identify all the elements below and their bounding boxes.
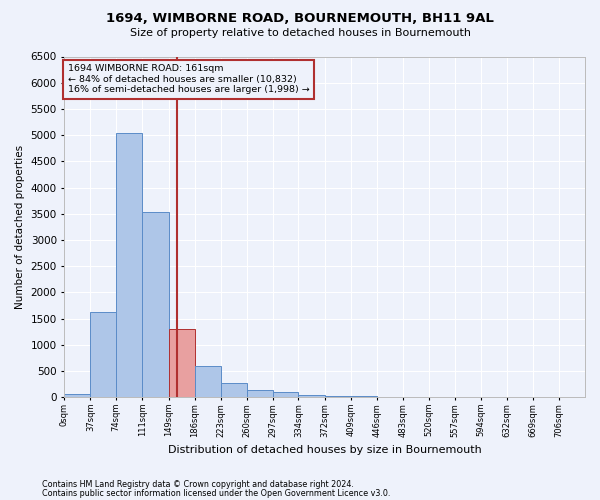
Bar (272, 392, 298, 397)
X-axis label: Distribution of detached houses by size in Bournemouth: Distribution of detached houses by size … (168, 445, 482, 455)
Text: Contains public sector information licensed under the Open Government Licence v3: Contains public sector information licen… (42, 490, 391, 498)
Bar (91, 312, 116, 397)
Bar (142, 212, 169, 397)
Bar (247, 390, 272, 397)
Bar (351, 396, 377, 397)
Text: 1694 WIMBORNE ROAD: 161sqm
← 84% of detached houses are smaller (10,832)
16% of : 1694 WIMBORNE ROAD: 161sqm ← 84% of deta… (68, 64, 310, 94)
Text: Contains HM Land Registry data © Crown copyright and database right 2024.: Contains HM Land Registry data © Crown c… (42, 480, 354, 489)
Bar (325, 396, 351, 397)
Bar (298, 394, 325, 397)
Bar (195, 366, 221, 397)
Bar (169, 329, 195, 397)
Bar (221, 383, 247, 397)
Bar (116, 133, 142, 397)
Bar (64, 394, 91, 397)
Y-axis label: Number of detached properties: Number of detached properties (15, 145, 25, 309)
Text: 1694, WIMBORNE ROAD, BOURNEMOUTH, BH11 9AL: 1694, WIMBORNE ROAD, BOURNEMOUTH, BH11 9… (106, 12, 494, 26)
Text: Size of property relative to detached houses in Bournemouth: Size of property relative to detached ho… (130, 28, 470, 38)
